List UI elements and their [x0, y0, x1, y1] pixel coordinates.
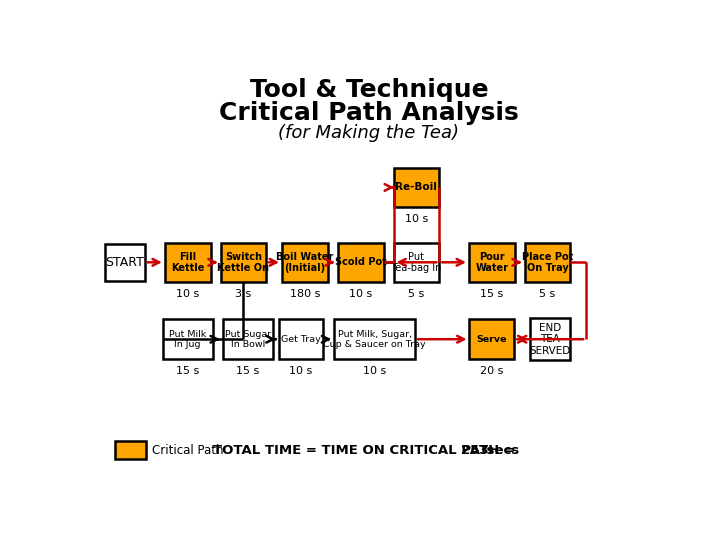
Bar: [282, 242, 328, 282]
Text: Tool & Technique: Tool & Technique: [250, 78, 488, 102]
Bar: [394, 168, 439, 207]
Text: Put
Tea-bag In: Put Tea-bag In: [391, 252, 441, 273]
Text: Put Sugar
In Bowl: Put Sugar In Bowl: [225, 329, 271, 349]
Text: secs: secs: [482, 444, 520, 457]
Text: 180 s: 180 s: [289, 289, 320, 299]
Text: 10 s: 10 s: [176, 289, 199, 299]
Bar: [115, 441, 145, 460]
Text: Critical Path: Critical Path: [153, 444, 224, 457]
Text: Put Milk
In Jug: Put Milk In Jug: [169, 329, 206, 349]
Bar: [334, 320, 415, 359]
Text: Boil Water
(Initial): Boil Water (Initial): [276, 252, 333, 273]
Text: TOTAL TIME = TIME ON CRITICAL PATH =: TOTAL TIME = TIME ON CRITICAL PATH =: [213, 444, 519, 457]
Text: Scold Pot: Scold Pot: [335, 257, 387, 267]
Text: 15 s: 15 s: [236, 366, 259, 376]
Text: Re-Boil: Re-Boil: [395, 183, 437, 192]
Text: 10 s: 10 s: [349, 289, 372, 299]
Text: 10 s: 10 s: [363, 366, 386, 376]
Text: START: START: [105, 256, 144, 269]
Text: Serve: Serve: [477, 335, 507, 344]
Text: Critical Path Analysis: Critical Path Analysis: [219, 102, 519, 125]
Bar: [469, 320, 514, 359]
Text: 5 s: 5 s: [539, 289, 556, 299]
Bar: [165, 242, 210, 282]
Bar: [222, 320, 273, 359]
Bar: [279, 320, 323, 359]
Text: Place Pot
On Tray: Place Pot On Tray: [522, 252, 573, 273]
Text: 3 s: 3 s: [235, 289, 251, 299]
Bar: [163, 320, 213, 359]
Bar: [220, 242, 266, 282]
Bar: [104, 244, 145, 281]
Text: Put Milk, Sugar,
Cup & Saucer on Tray: Put Milk, Sugar, Cup & Saucer on Tray: [323, 329, 426, 349]
Bar: [469, 242, 515, 282]
Text: 5 s: 5 s: [408, 289, 425, 299]
Text: (for Making the Tea): (for Making the Tea): [279, 124, 459, 142]
Text: Pour
Water: Pour Water: [475, 252, 508, 273]
Text: Fill
Kettle: Fill Kettle: [171, 252, 204, 273]
Text: Get Tray: Get Tray: [281, 335, 321, 344]
Text: 20 s: 20 s: [480, 366, 503, 376]
Text: 15 s: 15 s: [176, 366, 199, 376]
Bar: [338, 242, 384, 282]
Text: 10 s: 10 s: [405, 214, 428, 224]
Text: Switch
Kettle On: Switch Kettle On: [217, 252, 269, 273]
Text: 253: 253: [461, 444, 489, 457]
Text: 10 s: 10 s: [289, 366, 312, 376]
Text: END
TEA
SERVED: END TEA SERVED: [530, 322, 571, 356]
Bar: [525, 242, 570, 282]
Text: 15 s: 15 s: [480, 289, 503, 299]
Bar: [530, 319, 570, 360]
Bar: [394, 242, 439, 282]
